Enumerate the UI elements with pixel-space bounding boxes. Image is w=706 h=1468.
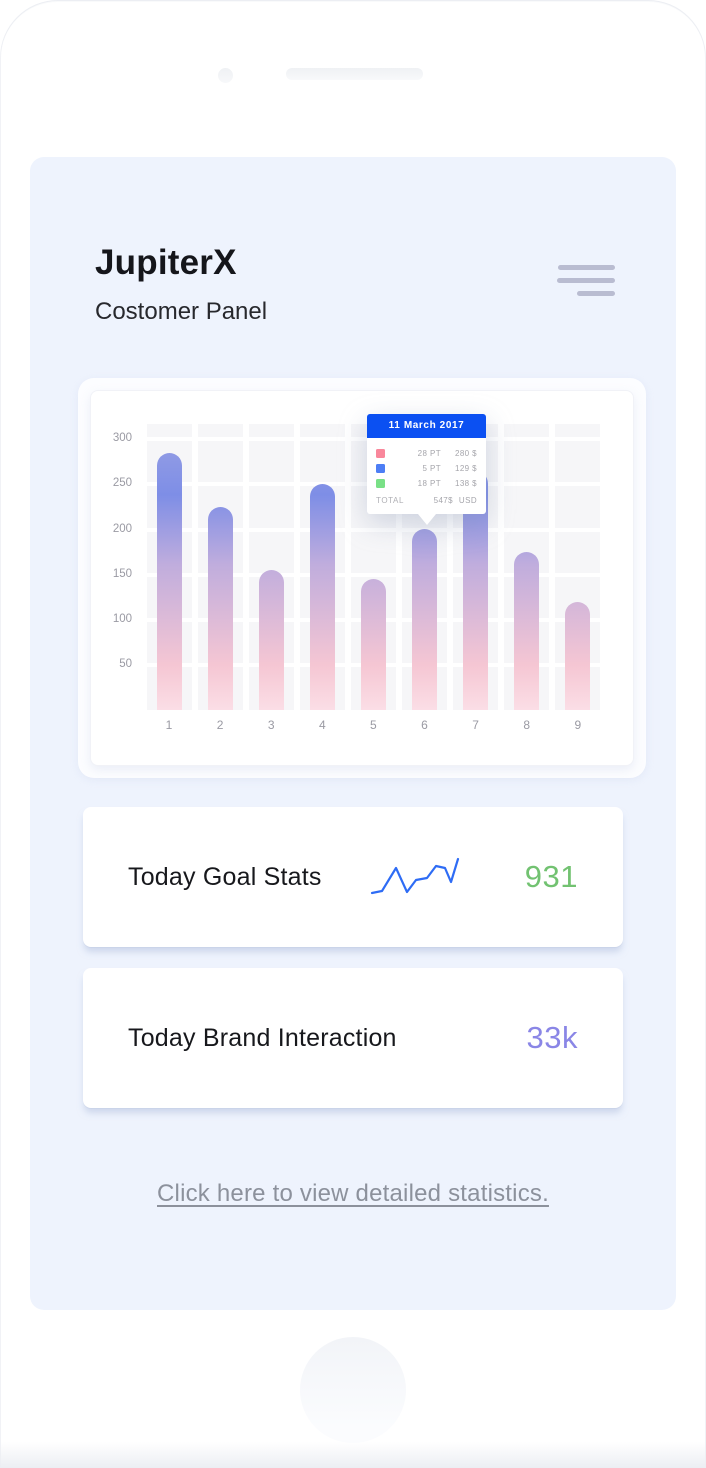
sparkline-chart [370,857,460,895]
x-axis-label: 8 [523,718,531,732]
bar-2[interactable] [207,507,233,710]
tooltip-row: 5 PT 129 $ [376,461,477,476]
chart-tooltip: 11 March 2017 28 PT 280 $ 5 PT 129 $ 18 PT 13… [367,414,486,525]
bar-4[interactable] [309,484,335,710]
goal-stats-title: Today Goal Stats [128,862,322,891]
tooltip-body: 28 PT 280 $ 5 PT 129 $ 18 PT 138 $ TOTAL 547$… [367,438,486,514]
bar-chart-plot [143,424,605,710]
x-axis-label: 4 [318,718,326,732]
tooltip-total-currency: USD [458,495,477,505]
y-axis-label: 300 [112,432,132,445]
page-title: JupiterX [95,243,237,282]
x-axis-label: 7 [472,718,479,732]
bar-8[interactable] [514,552,540,710]
tooltip-row: 18 PT 138 $ [376,476,477,491]
tooltip-total-label: TOTAL [376,495,405,505]
y-axis-label: 200 [112,522,132,535]
series-swatch-icon [376,464,385,473]
tooltip-total-value: 547$ [433,495,453,505]
bar-6[interactable] [412,529,437,710]
x-axis-label: 5 [370,718,377,732]
tooltip-total-row: TOTAL 547$ USD [376,493,477,507]
speaker-bar [286,68,423,80]
y-axis-label: 150 [112,567,132,580]
brand-interaction-title: Today Brand Interaction [128,1023,397,1052]
tooltip-price: 138 $ [454,479,477,488]
goal-stats-card: Today Goal Stats 931 [83,807,623,947]
x-axis-label: 2 [216,718,224,732]
tooltip-points: 28 PT [417,449,441,458]
tooltip-points: 18 PT [417,479,441,488]
hamburger-line-icon [557,278,615,283]
detailed-statistics-link[interactable]: Click here to view detailed statistics. [157,1180,549,1207]
x-axis-label: 3 [267,718,275,732]
series-swatch-icon [376,479,385,488]
y-axis-label: 250 [112,477,132,490]
x-axis-label: 6 [421,718,428,732]
bar-9[interactable] [565,602,591,710]
y-axis-label: 100 [112,612,132,625]
gridline [143,572,605,577]
tooltip-points: 5 PT [422,464,441,473]
y-axis-label: 50 [119,657,132,670]
hamburger-line-icon [577,291,615,296]
bar-1[interactable] [156,453,182,710]
tooltip-row: 28 PT 280 $ [376,446,477,461]
camera-icon [218,68,233,83]
x-axis-label: 1 [165,718,173,732]
hamburger-menu-button[interactable] [551,256,621,306]
tooltip-price: 280 $ [454,449,477,458]
tooltip-pointer [417,514,436,525]
bar-5[interactable] [360,579,386,710]
tooltip-price: 129 $ [454,464,477,473]
bar-3[interactable] [258,570,284,710]
hamburger-line-icon [558,265,615,270]
tooltip-date: 11 March 2017 [367,414,486,438]
brand-interaction-value: 33k [526,1020,578,1055]
phone-bottom-edge [0,1442,706,1468]
series-swatch-icon [376,449,385,458]
goal-stats-value: 931 [524,859,578,894]
gridline [143,527,605,532]
x-axis-label: 9 [574,718,582,732]
brand-interaction-card: Today Brand Interaction 33k [83,968,623,1108]
home-button[interactable] [300,1337,406,1443]
page-subtitle: Costomer Panel [95,298,268,325]
